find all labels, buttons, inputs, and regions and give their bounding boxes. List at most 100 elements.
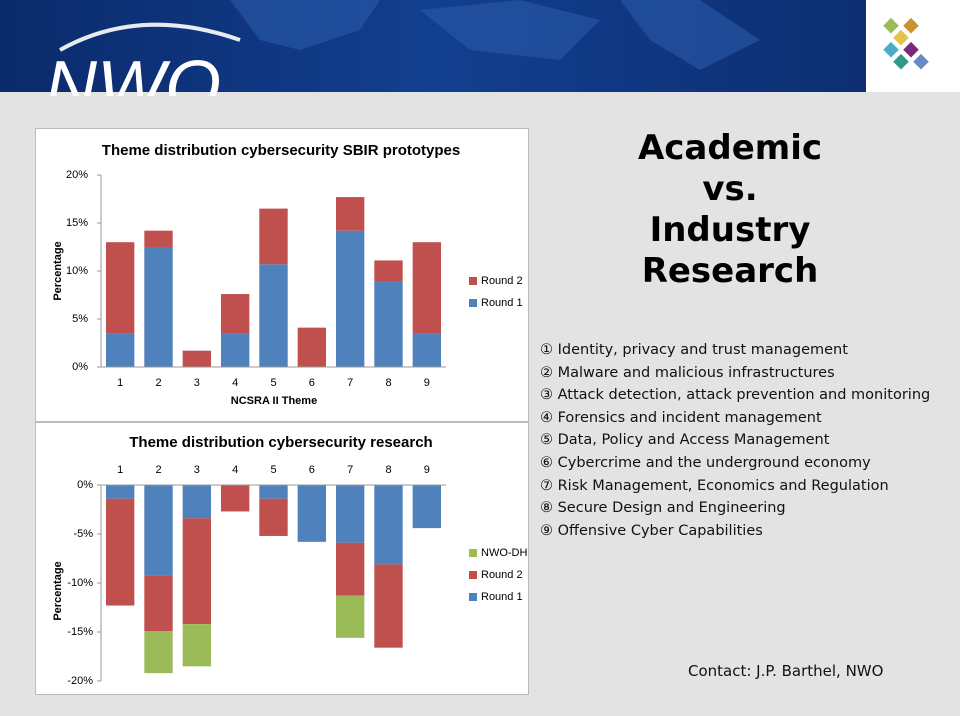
legend-label: Round 2 xyxy=(481,569,523,581)
legend-swatch xyxy=(469,549,477,557)
x-tick-label: 1 xyxy=(117,464,123,476)
bar-segment xyxy=(335,230,365,367)
chart: Theme distribution cybersecurity researc… xyxy=(52,434,535,687)
bar-segment xyxy=(412,333,442,367)
title-line: Industry xyxy=(649,210,811,250)
banner-land xyxy=(230,0,760,70)
bar-segment xyxy=(412,242,442,334)
y-tick-label: -10% xyxy=(67,577,93,589)
x-tick-label: 5 xyxy=(270,377,276,389)
bar-segment xyxy=(220,294,250,334)
bar-segment xyxy=(144,230,173,247)
x-tick-label: 9 xyxy=(424,464,430,476)
bar-segment xyxy=(182,485,212,519)
bar-segment xyxy=(297,327,327,367)
x-tick-label: 2 xyxy=(155,377,161,389)
y-tick-label: 5% xyxy=(72,313,88,325)
title-line: vs. xyxy=(702,169,758,209)
y-tick-label: -5% xyxy=(73,528,93,540)
bar-segment xyxy=(105,498,135,606)
legend-label: Round 2 xyxy=(481,275,523,287)
y-tick-label: -15% xyxy=(67,626,93,638)
bar-segment xyxy=(335,595,365,638)
legend-label: Round 1 xyxy=(481,591,523,603)
x-tick-label: 1 xyxy=(117,377,123,389)
bar-segment xyxy=(259,208,288,265)
bar-segment xyxy=(412,485,442,529)
x-axis-label: NCSRA II Theme xyxy=(231,395,317,407)
theme-item: ① Identity, privacy and trust management xyxy=(540,342,848,358)
y-tick-label: 10% xyxy=(66,265,88,277)
theme-item: ④ Forensics and incident management xyxy=(540,409,822,426)
bar-segment xyxy=(220,485,250,512)
bar-segment xyxy=(144,631,173,674)
logo-arc xyxy=(59,22,241,52)
y-tick-label: 0% xyxy=(72,361,88,373)
x-tick-label: 4 xyxy=(232,377,238,389)
y-tick-label: 15% xyxy=(66,217,88,229)
theme-item: ⑦ Risk Management, Economics and Regulat… xyxy=(540,477,889,494)
chart-title: Theme distribution cybersecurity researc… xyxy=(129,434,432,451)
y-axis-label: Percentage xyxy=(52,561,64,620)
theme-item: ③ Attack detection, attack prevention an… xyxy=(540,387,931,404)
legend-swatch xyxy=(469,571,477,579)
bar-segment xyxy=(105,485,135,499)
banner: NWO xyxy=(0,0,960,96)
y-tick-label: 20% xyxy=(66,169,88,181)
x-tick-label: 3 xyxy=(194,464,200,476)
bar-segment xyxy=(374,485,403,565)
x-tick-label: 9 xyxy=(424,377,430,389)
x-tick-label: 6 xyxy=(309,464,315,476)
y-axis-label: Percentage xyxy=(52,241,64,300)
x-tick-label: 8 xyxy=(385,464,391,476)
bar-segment xyxy=(374,260,403,282)
contact: Contact: J.P. Barthel, NWO xyxy=(688,662,884,680)
bar-segment xyxy=(144,247,173,367)
chart: Theme distribution cybersecurity SBIR pr… xyxy=(52,142,523,407)
bar-segment xyxy=(105,242,135,334)
bar-segment xyxy=(335,485,365,543)
chart-panel: Theme distribution cybersecurity researc… xyxy=(35,422,535,695)
x-tick-label: 7 xyxy=(347,464,353,476)
bar-segment xyxy=(105,333,135,367)
theme-item: ⑤ Data, Policy and Access Management xyxy=(540,432,830,449)
slide-title: Academic vs. Industry Research xyxy=(610,128,850,292)
theme-item: ⑧ Secure Design and Engineering xyxy=(540,500,786,517)
bar-segment xyxy=(259,498,288,536)
x-tick-label: 2 xyxy=(155,464,161,476)
theme-item: ⑥ Cybercrime and the underground economy xyxy=(540,454,871,471)
bar-segment xyxy=(374,281,403,367)
bar-segment xyxy=(297,485,327,542)
x-tick-label: 8 xyxy=(385,377,391,389)
legend-swatch xyxy=(469,277,477,285)
chart-title: Theme distribution cybersecurity SBIR pr… xyxy=(102,142,460,159)
bar-segment xyxy=(259,264,288,367)
bar-segment xyxy=(144,575,173,632)
legend-label: NWO-DHS xyxy=(481,547,528,559)
x-tick-label: 5 xyxy=(270,464,276,476)
chart-panel: Theme distribution cybersecurity SBIR pr… xyxy=(35,128,529,422)
theme-item: ⑨ Offensive Cyber Capabilities xyxy=(540,522,763,539)
x-tick-label: 4 xyxy=(232,464,238,476)
y-tick-label: 0% xyxy=(77,479,93,491)
legend-label: Round 1 xyxy=(481,297,523,309)
legend-swatch xyxy=(469,299,477,307)
bar-segment xyxy=(335,197,365,231)
bar-segment xyxy=(182,518,212,625)
bar-segment xyxy=(220,333,250,367)
x-tick-label: 6 xyxy=(309,377,315,389)
bar-segment xyxy=(182,350,212,367)
bar-segment xyxy=(259,485,288,499)
y-tick-label: -20% xyxy=(67,675,93,687)
theme-list: ① Identity, privacy and trust management… xyxy=(540,340,950,543)
theme-item: ② Malware and malicious infrastructures xyxy=(540,364,835,381)
bar-segment xyxy=(182,624,212,667)
bar-segment xyxy=(144,485,173,576)
title-line: Research xyxy=(641,251,819,291)
x-tick-label: 3 xyxy=(194,377,200,389)
legend-swatch xyxy=(469,593,477,601)
bar-segment xyxy=(335,542,365,596)
logo-text: NWO xyxy=(45,47,221,96)
bar-segment xyxy=(374,564,403,648)
